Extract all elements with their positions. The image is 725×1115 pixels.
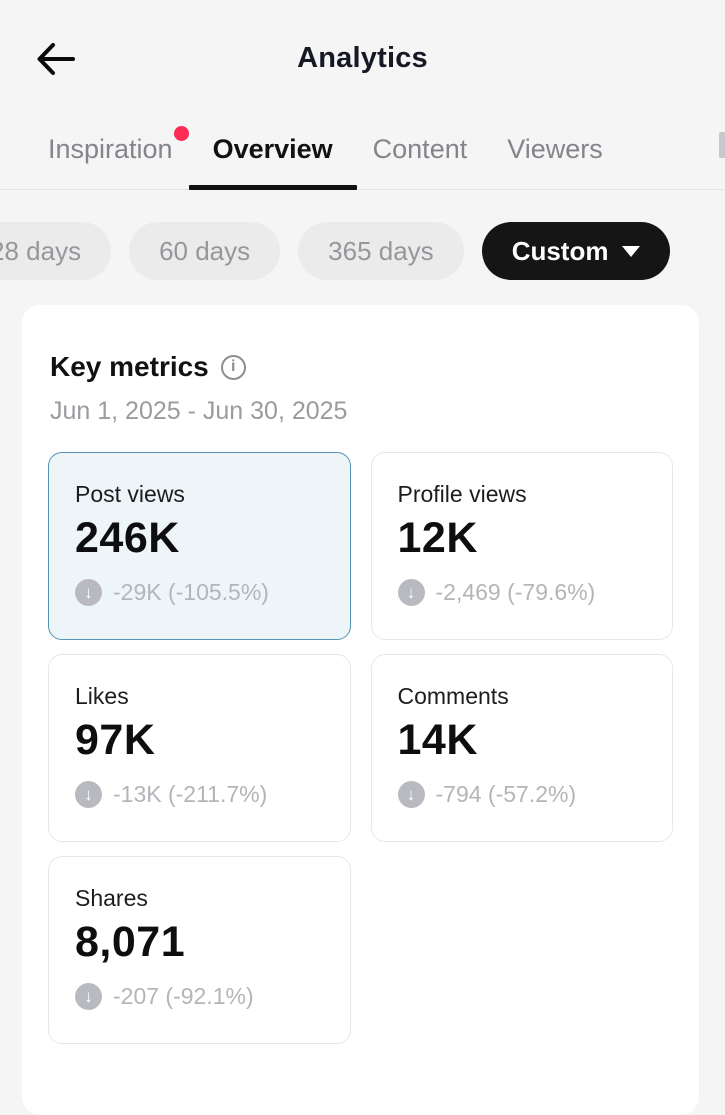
chip-365-days[interactable]: 365 days	[298, 222, 464, 280]
trend-down-icon: ↓	[397, 579, 425, 606]
key-metrics-card: Key metrics i Jun 1, 2025 - Jun 30, 2025…	[22, 305, 699, 1115]
metric-delta: -29K (-105.5%)	[113, 579, 269, 605]
back-button[interactable]	[30, 34, 82, 86]
metric-delta: -207 (-92.1%)	[113, 983, 254, 1009]
trend-down-icon: ↓	[75, 781, 102, 808]
trend-down-icon: ↓	[397, 781, 425, 808]
trend-down-icon: ↓	[75, 579, 102, 606]
metric-delta: -794 (-57.2%)	[435, 781, 577, 807]
tab-bar: Inspiration Overview Content Viewers	[0, 120, 725, 190]
chip-label: Custom	[511, 235, 609, 266]
metric-delta: -13K (-211.7%)	[113, 781, 268, 807]
chip-60-days[interactable]: 60 days	[129, 222, 281, 280]
tab-label: Viewers	[507, 134, 603, 164]
metric-delta: -2,469 (-79.6%)	[435, 579, 596, 605]
metric-grid: Post views 246K ↓ -29K (-105.5%) Profile…	[48, 452, 673, 1044]
metric-label: Likes	[75, 683, 129, 709]
metric-card-likes[interactable]: Likes 97K ↓ -13K (-211.7%)	[48, 654, 351, 842]
metric-label: Post views	[75, 481, 185, 507]
metric-label: Shares	[75, 885, 148, 911]
metric-label: Profile views	[397, 481, 527, 507]
tab-next-partial[interactable]	[719, 132, 725, 158]
chip-label: 365 days	[328, 236, 434, 266]
chevron-down-icon	[622, 245, 641, 257]
chip-label: 60 days	[159, 236, 251, 266]
metric-value: 97K	[75, 716, 156, 764]
tab-inspiration[interactable]: Inspiration	[48, 120, 189, 190]
metric-card-comments[interactable]: Comments 14K ↓ -794 (-57.2%)	[370, 654, 673, 842]
chip-custom[interactable]: Custom	[481, 222, 671, 280]
metric-value: 12K	[397, 514, 478, 562]
trend-down-icon: ↓	[75, 983, 102, 1010]
tab-label: Overview	[212, 134, 333, 164]
metric-card-shares[interactable]: Shares 8,071 ↓ -207 (-92.1%)	[48, 856, 351, 1044]
page-title: Analytics	[297, 42, 428, 74]
metric-value: 246K	[75, 514, 180, 562]
arrow-left-icon	[33, 36, 79, 85]
key-metrics-title: Key metrics	[50, 351, 209, 382]
date-range-filter: 28 days 60 days 365 days Custom	[0, 222, 725, 280]
date-range-text: Jun 1, 2025 - Jun 30, 2025	[50, 397, 348, 425]
tab-label: Content	[372, 134, 468, 164]
notification-dot	[173, 126, 189, 141]
metric-value: 14K	[397, 716, 478, 764]
analytics-header: Analytics	[0, 0, 725, 100]
tab-viewers[interactable]: Viewers	[507, 120, 603, 190]
metric-card-post-views[interactable]: Post views 246K ↓ -29K (-105.5%)	[48, 452, 351, 640]
tab-overview[interactable]: Overview	[188, 120, 357, 190]
info-icon[interactable]: i	[220, 354, 246, 380]
tab-label: Inspiration	[48, 134, 173, 164]
metric-card-profile-views[interactable]: Profile views 12K ↓ -2,469 (-79.6%)	[370, 452, 673, 640]
tab-content[interactable]: Content	[373, 120, 468, 190]
chip-label: 28 days	[0, 236, 82, 266]
chip-28-days[interactable]: 28 days	[0, 222, 112, 280]
metric-label: Comments	[397, 683, 509, 709]
metric-value: 8,071	[75, 918, 186, 966]
